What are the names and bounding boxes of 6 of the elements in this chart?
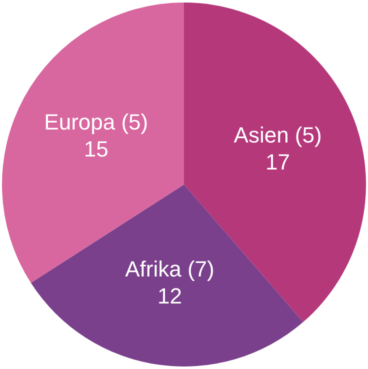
- data-label: 15: [84, 136, 108, 162]
- slice-label: Europa (5): [44, 110, 148, 135]
- data-label: 17: [266, 150, 290, 175]
- slice-label: Afrika (7): [125, 256, 214, 282]
- data-label: 12: [158, 284, 182, 309]
- slice-label: Asien (5): [234, 122, 322, 148]
